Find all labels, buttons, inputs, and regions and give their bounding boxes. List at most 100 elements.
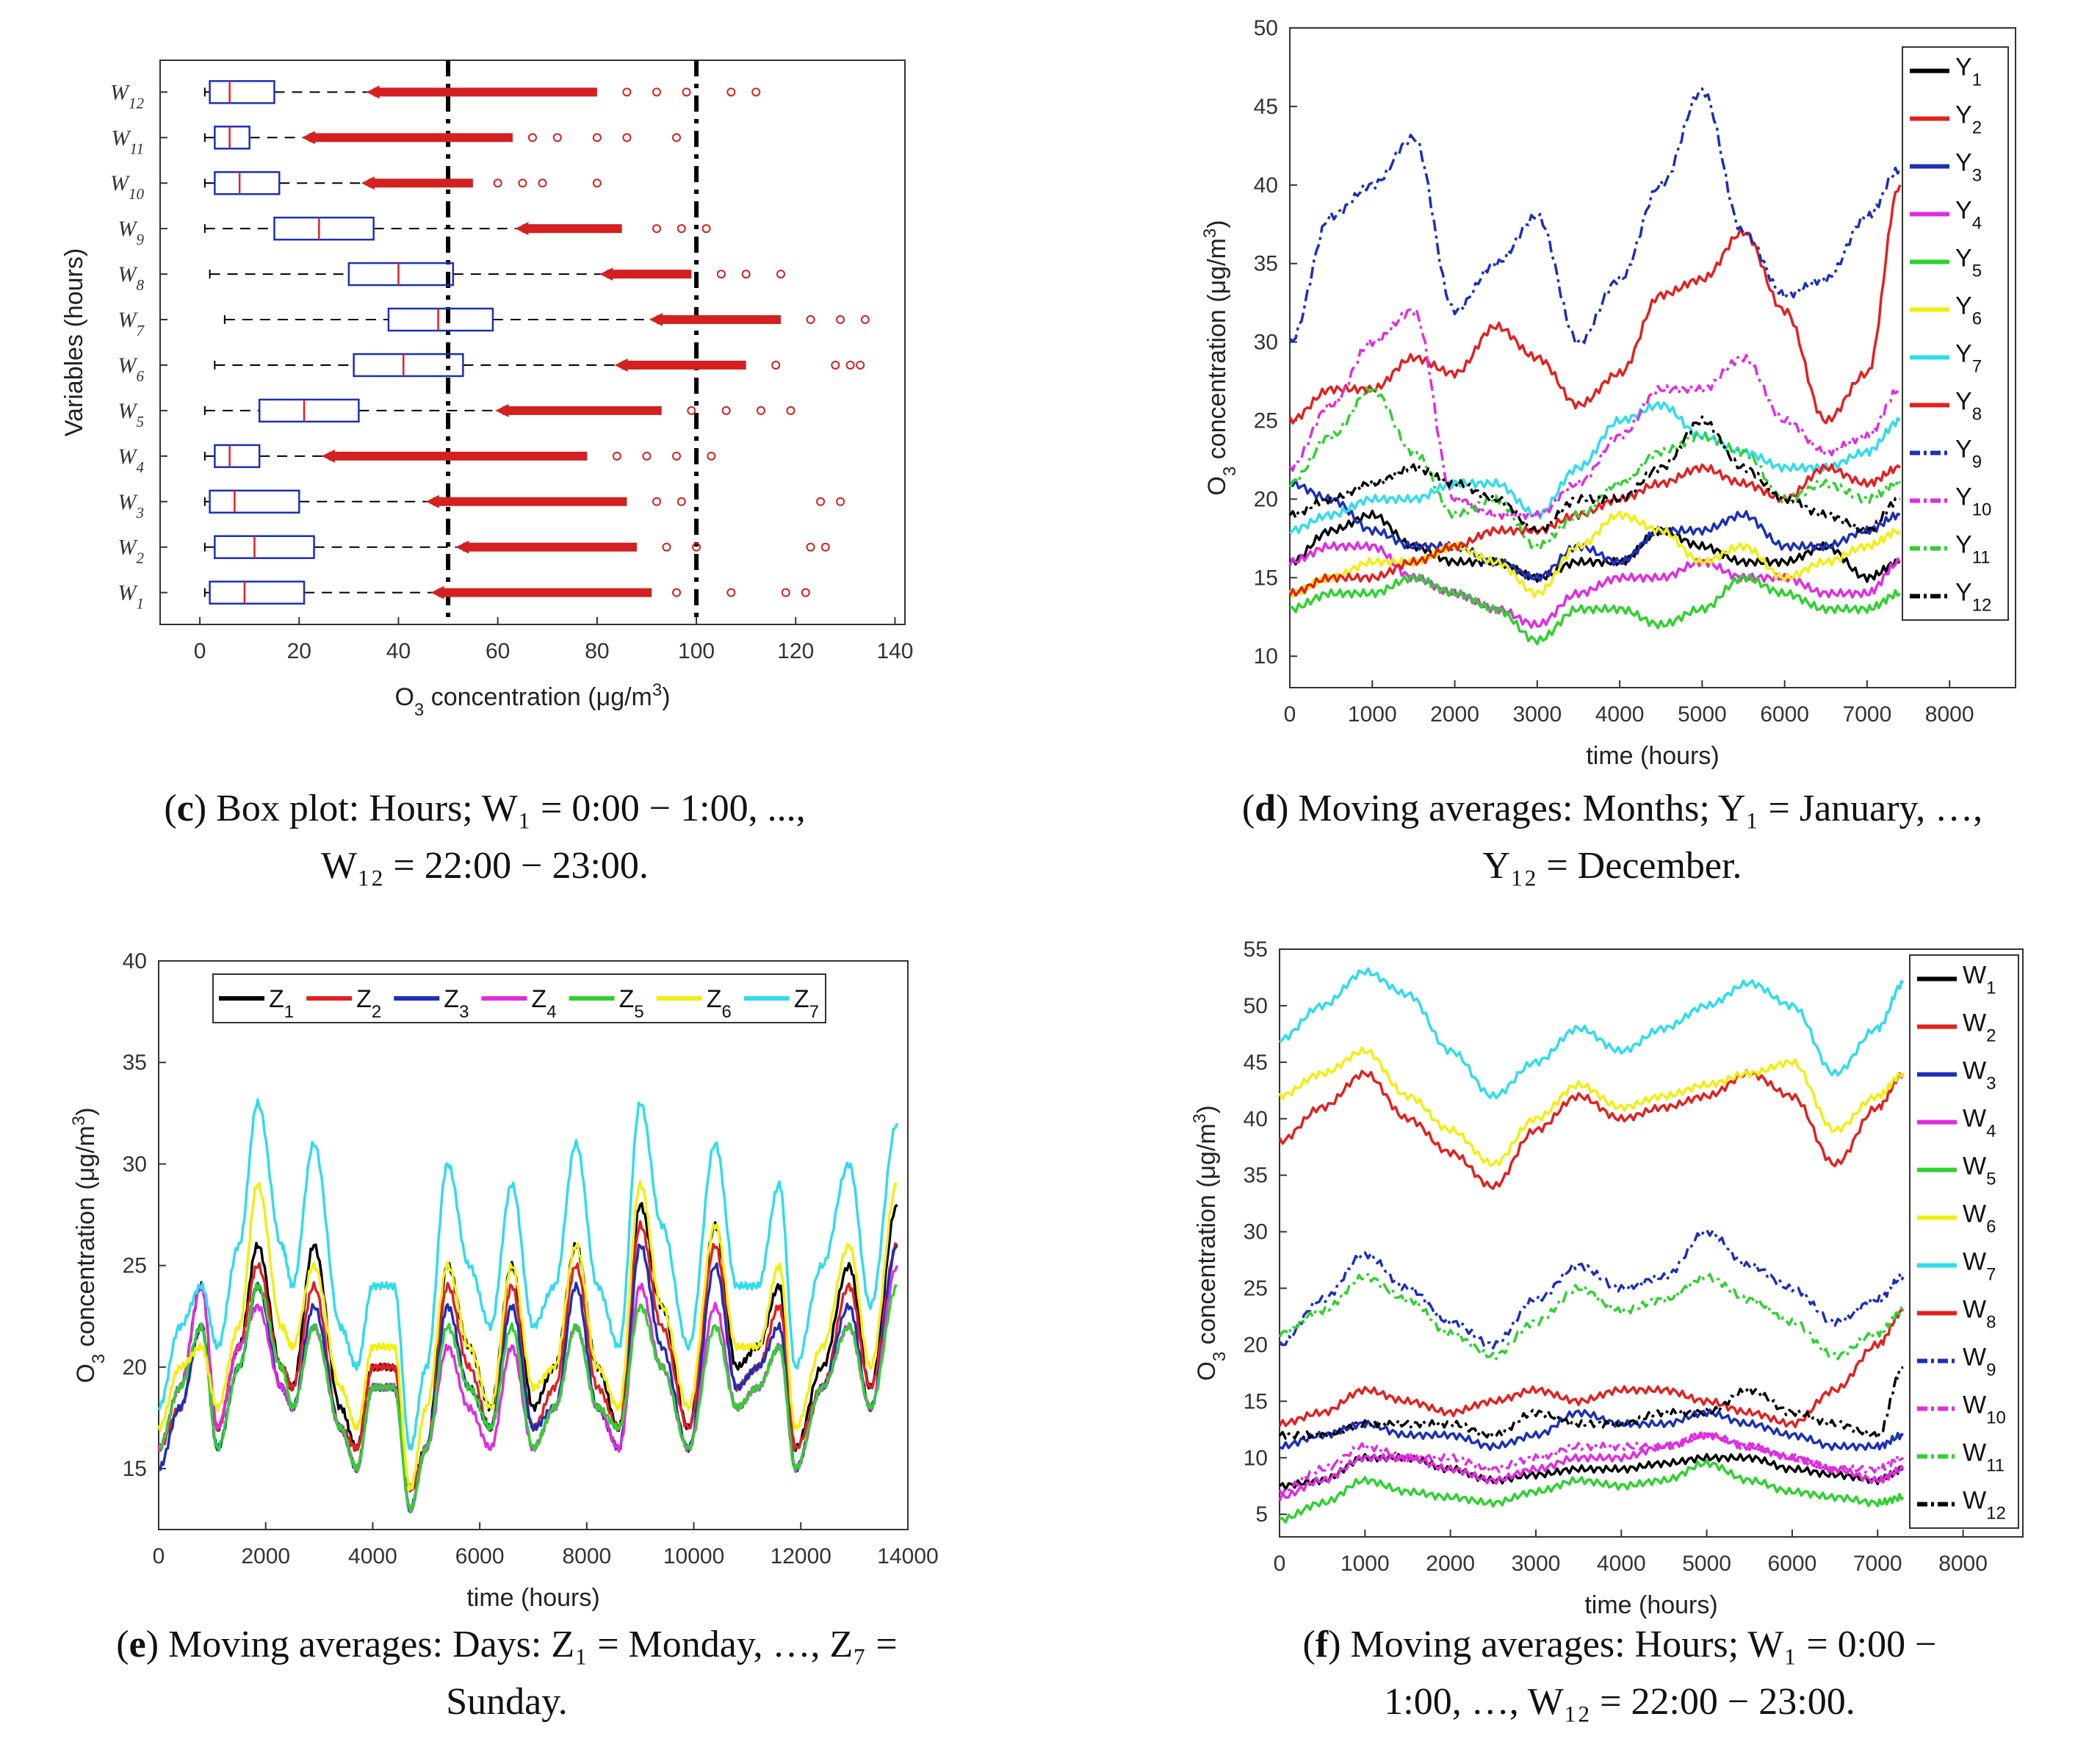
outlier-point-c (860, 315, 870, 325)
outlier-band-c (373, 87, 597, 97)
x-tick-label-e: 14000 (877, 1544, 938, 1568)
legend-label-z6: Z6 (707, 985, 732, 1022)
y-tick-label-f: 10 (1244, 1446, 1268, 1470)
outlier-band-end-c (366, 85, 380, 99)
x-tick-label-c: 100 (678, 639, 715, 663)
box-c (387, 307, 494, 332)
caption-f: (f) Moving averages: Hours; W₁ = 0:00 − … (1302, 1624, 1937, 1723)
outlier-point-c (786, 406, 795, 415)
x-tick-label-d: 4000 (1595, 702, 1645, 727)
series-line-w5 (1279, 1459, 1905, 1524)
outlier-point-c (751, 87, 761, 97)
caption-d: (d) Moving averages: Months; Y₁ = Januar… (1241, 788, 1983, 887)
outlier-point-c (687, 406, 696, 415)
outlier-band-end-c (361, 176, 375, 190)
outlier-band-end-c (495, 403, 509, 417)
legend-label-w2: W2 (1963, 1009, 1996, 1046)
panel-d-lines: 0 1000 2000 3000 4000 5000 6000 7000 8000 10 15 20 2… (1146, 0, 2100, 779)
outlier-point-c (726, 87, 736, 97)
x-tick-label-f: 3000 (1512, 1552, 1561, 1576)
outlier-point-c (726, 588, 736, 597)
series-line-w4 (1278, 1431, 1905, 1502)
panel-c-boxplot: 0 20 40 60 80 100 120 140 O3 concentration (μg/m… (0, 0, 925, 735)
outlier-point-c (622, 87, 632, 97)
outlier-point-c (836, 497, 845, 506)
outlier-band-end-c (425, 494, 439, 508)
legend-label-y5: Y5 (1955, 245, 1982, 281)
outlier-band-c (607, 270, 692, 279)
box-c (214, 170, 281, 195)
x-tick-label-f: 7000 (1853, 1552, 1902, 1576)
series-line-w8 (1278, 1308, 1905, 1429)
x-tick-label-c: 120 (777, 639, 814, 663)
outlier-point-c (652, 224, 661, 234)
outlier-point-c (806, 542, 815, 552)
legend-label-y11: Y11 (1955, 531, 1991, 568)
x-tick-label-c: 40 (386, 639, 411, 663)
outlier-point-c (592, 133, 602, 143)
legend-box-f (1909, 954, 2019, 1529)
outlier-point-c (612, 451, 621, 461)
x-tick-label-f: 1000 (1341, 1552, 1390, 1576)
y-tick-label-c: W5 (118, 399, 145, 431)
panel-f-lines: 0 1000 2000 3000 4000 5000 6000 7000 8000 5 10 15 20… (1175, 933, 2100, 1619)
series-line-w11 (1278, 1272, 1905, 1361)
x-axis-label-c: O3 concentration (μg/m3) (394, 680, 670, 720)
box-c (209, 80, 275, 104)
x-tick-label-c: 20 (287, 639, 311, 663)
outlier-point-c (776, 270, 785, 279)
y-tick-label-f: 40 (1244, 1107, 1268, 1131)
legend-label-w8: W8 (1963, 1296, 1996, 1333)
y-tick-label-c: W10 (110, 171, 145, 203)
outlier-point-c (642, 451, 652, 461)
outlier-point-c (721, 406, 731, 415)
y-tick-label-d: 45 (1254, 95, 1278, 119)
series-line-w6 (1278, 1046, 1905, 1167)
outlier-band-c (433, 497, 627, 506)
y-tick-label-c: W12 (110, 80, 145, 112)
x-axis-label-f: time (hours) (1584, 1591, 1717, 1619)
series-line-w12 (1278, 1366, 1904, 1441)
outlier-band-c (463, 542, 637, 552)
series-line-y9 (1288, 87, 1902, 345)
series-line-y5 (1289, 573, 1902, 646)
legend-label-y12: Y12 (1955, 579, 1991, 616)
legend-label-y6: Y6 (1955, 292, 1982, 329)
outlier-point-c (771, 360, 781, 370)
y-tick-label-d: 15 (1254, 566, 1278, 590)
outlier-band-c (522, 224, 622, 234)
legend-label-z2: Z2 (356, 985, 381, 1022)
y-tick-label-f: 25 (1244, 1277, 1268, 1301)
legend-label-w9: W9 (1963, 1344, 1996, 1380)
x-tick-label-d: 1000 (1348, 702, 1397, 727)
x-axis-label-d: time (hours) (1586, 742, 1719, 770)
series-line-z5 (158, 1283, 898, 1514)
series-line-w9 (1278, 1228, 1905, 1350)
outlier-band-c (368, 179, 473, 188)
series-line-z6 (157, 1180, 898, 1491)
x-tick-label-e: 10000 (663, 1544, 724, 1568)
y-tick-label-c: W6 (118, 353, 145, 385)
legend-label-w6: W6 (1963, 1200, 1996, 1237)
y-tick-label-e: 35 (123, 1051, 147, 1075)
y-tick-label-f: 15 (1244, 1389, 1268, 1413)
legend-label-y10: Y10 (1955, 483, 1991, 520)
series-line-y12 (1288, 415, 1900, 536)
outlier-band-end-c (614, 358, 628, 372)
box-c (214, 126, 250, 150)
outlier-point-c (652, 497, 661, 506)
outlier-point-c (820, 542, 830, 552)
legend-label-z3: Z3 (444, 985, 469, 1022)
outlier-band-c (621, 360, 746, 370)
box-c (353, 353, 464, 378)
box-c (214, 444, 261, 469)
outlier-point-c (493, 179, 502, 188)
outlier-band-end-c (649, 313, 663, 327)
x-tick-label-c: 0 (194, 639, 206, 663)
y-tick-label-c: W4 (118, 444, 145, 476)
outlier-point-c (707, 451, 716, 461)
outlier-point-c (831, 360, 840, 370)
x-tick-label-f: 0 (1274, 1552, 1286, 1576)
box-c (347, 262, 455, 287)
outlier-point-c (756, 406, 765, 415)
